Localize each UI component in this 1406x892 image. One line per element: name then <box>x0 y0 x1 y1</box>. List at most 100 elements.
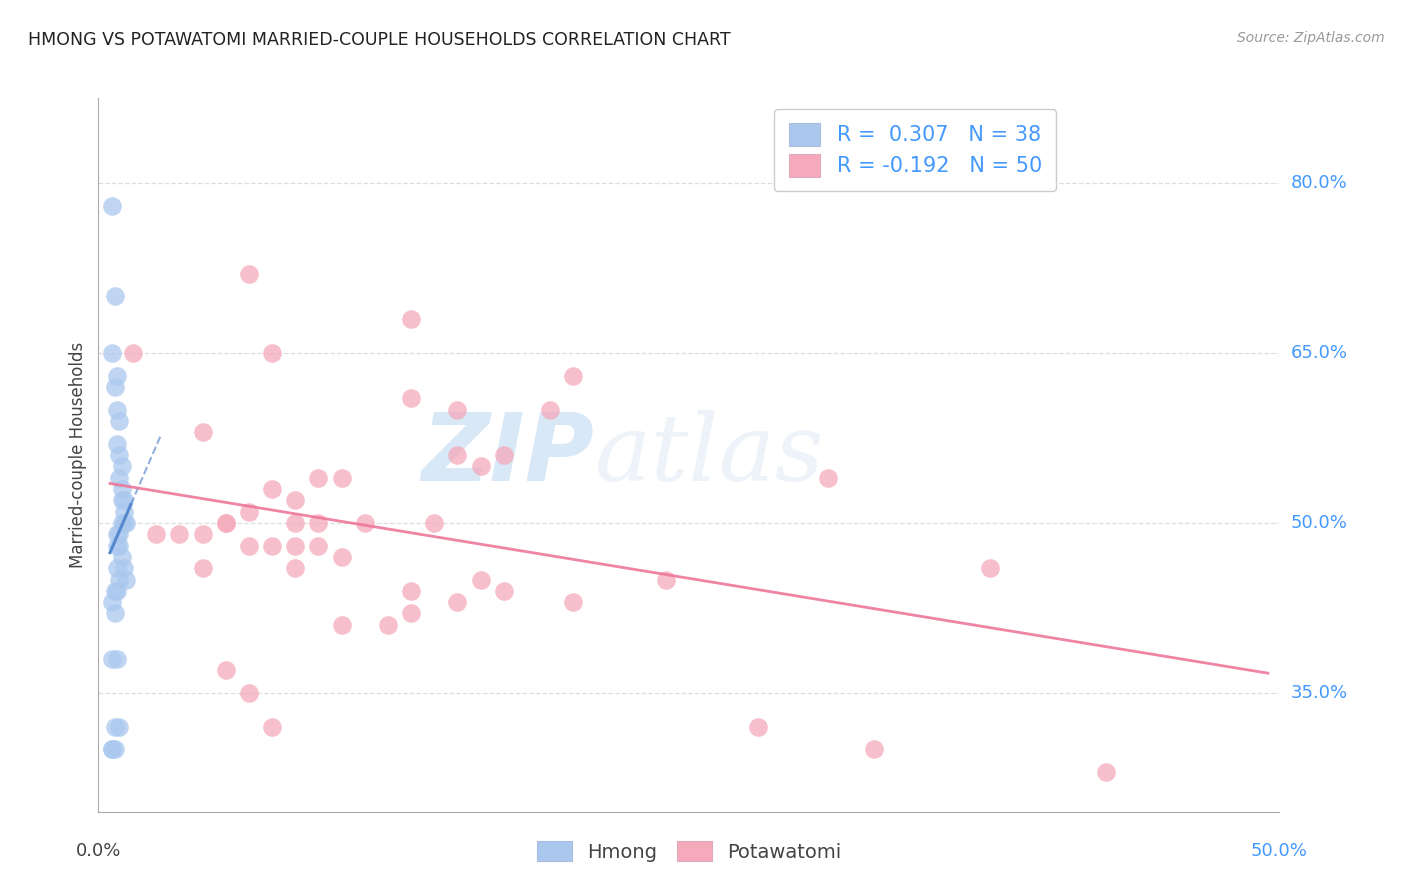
Point <box>562 368 585 383</box>
Point <box>110 549 132 564</box>
Point <box>191 561 214 575</box>
Point <box>330 617 353 632</box>
Point <box>262 346 284 360</box>
Point <box>105 527 128 541</box>
Point <box>105 561 128 575</box>
Point <box>191 527 214 541</box>
Text: ZIP: ZIP <box>422 409 595 501</box>
Point <box>284 561 307 575</box>
Point <box>108 448 131 462</box>
Point <box>101 595 124 609</box>
Point <box>238 267 260 281</box>
Point <box>470 459 492 474</box>
Point <box>446 595 468 609</box>
Point <box>104 720 127 734</box>
Point <box>110 493 132 508</box>
Point <box>747 720 769 734</box>
Point <box>115 573 138 587</box>
Point <box>104 380 127 394</box>
Point <box>262 482 284 496</box>
Point <box>284 516 307 530</box>
Point <box>470 573 492 587</box>
Point <box>238 686 260 700</box>
Point <box>238 504 260 518</box>
Point <box>262 539 284 553</box>
Point <box>101 742 124 756</box>
Point <box>122 346 145 360</box>
Text: 50.0%: 50.0% <box>1251 842 1308 860</box>
Point <box>108 470 131 484</box>
Text: 0.0%: 0.0% <box>76 842 121 860</box>
Point <box>330 470 353 484</box>
Point <box>492 583 515 598</box>
Point <box>307 470 329 484</box>
Point <box>307 516 329 530</box>
Point <box>104 583 127 598</box>
Point <box>538 402 561 417</box>
Point <box>863 742 886 756</box>
Point <box>105 402 128 417</box>
Point <box>112 516 135 530</box>
Point <box>101 652 124 666</box>
Point <box>1094 765 1116 780</box>
Point <box>399 392 422 406</box>
Text: Source: ZipAtlas.com: Source: ZipAtlas.com <box>1237 31 1385 45</box>
Point <box>191 425 214 440</box>
Point <box>105 436 128 450</box>
Point <box>108 720 131 734</box>
Y-axis label: Married-couple Households: Married-couple Households <box>69 342 87 568</box>
Point <box>145 527 167 541</box>
Point <box>112 493 135 508</box>
Point <box>108 527 131 541</box>
Legend: Hmong, Potawatomi: Hmong, Potawatomi <box>529 834 849 870</box>
Point <box>423 516 446 530</box>
Point <box>353 516 375 530</box>
Point <box>215 516 238 530</box>
Point <box>110 459 132 474</box>
Point <box>284 539 307 553</box>
Point <box>105 652 128 666</box>
Point <box>307 539 329 553</box>
Point <box>115 516 138 530</box>
Point <box>104 607 127 621</box>
Point <box>110 516 132 530</box>
Point <box>817 470 839 484</box>
Point <box>169 527 191 541</box>
Point <box>492 448 515 462</box>
Point <box>446 448 468 462</box>
Point <box>112 561 135 575</box>
Point <box>104 289 127 303</box>
Point <box>105 539 128 553</box>
Point <box>284 493 307 508</box>
Point <box>330 549 353 564</box>
Text: HMONG VS POTAWATOMI MARRIED-COUPLE HOUSEHOLDS CORRELATION CHART: HMONG VS POTAWATOMI MARRIED-COUPLE HOUSE… <box>28 31 731 49</box>
Point <box>238 539 260 553</box>
Point <box>655 573 678 587</box>
Point <box>105 583 128 598</box>
Point <box>262 720 284 734</box>
Point <box>108 414 131 428</box>
Point <box>215 663 238 677</box>
Point <box>101 346 124 360</box>
Point <box>108 573 131 587</box>
Point <box>446 402 468 417</box>
Text: atlas: atlas <box>595 410 824 500</box>
Point <box>979 561 1001 575</box>
Point <box>108 539 131 553</box>
Text: 50.0%: 50.0% <box>1291 514 1347 532</box>
Text: 35.0%: 35.0% <box>1291 684 1348 702</box>
Point <box>562 595 585 609</box>
Point <box>112 504 135 518</box>
Point <box>104 742 127 756</box>
Point <box>215 516 238 530</box>
Point <box>101 199 124 213</box>
Text: 65.0%: 65.0% <box>1291 344 1347 362</box>
Point <box>101 742 124 756</box>
Point <box>399 607 422 621</box>
Text: 80.0%: 80.0% <box>1291 174 1347 192</box>
Point <box>399 312 422 326</box>
Point <box>399 583 422 598</box>
Point <box>377 617 399 632</box>
Point <box>105 368 128 383</box>
Point <box>110 482 132 496</box>
